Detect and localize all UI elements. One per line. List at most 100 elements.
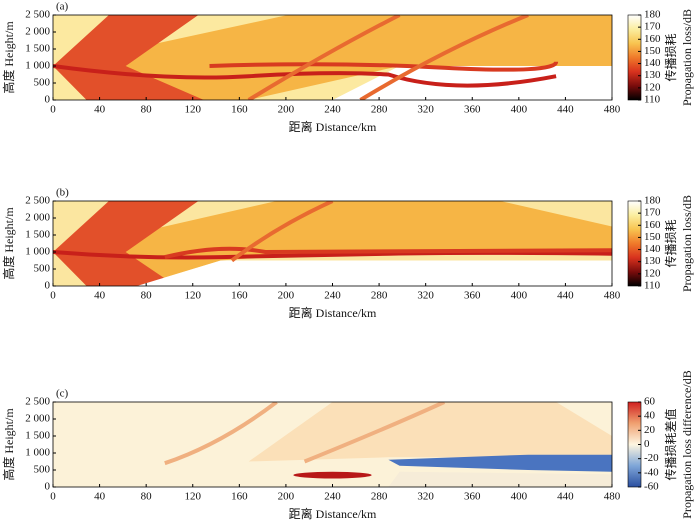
field-area: [53, 15, 204, 100]
x-tick-label: 320: [417, 491, 434, 503]
y-tick-label: 0: [45, 481, 51, 493]
x-tick-label: 40: [94, 491, 106, 503]
colorbar: [627, 14, 642, 101]
colorbar-tick-label: 130: [644, 69, 661, 81]
x-tick-label: 120: [185, 290, 202, 302]
x-tick-label: 320: [417, 290, 434, 302]
x-tick-label: 0: [50, 104, 56, 116]
y-tick-label: 500: [34, 263, 51, 275]
x-tick-label: 80: [141, 491, 153, 503]
colorbar-tick-label: -40: [644, 466, 659, 478]
colorbar-tick-label: 0: [644, 438, 650, 450]
colorbar-label: 传播损耗: [663, 33, 678, 81]
x-tick-label: 360: [464, 491, 481, 503]
x-tick-label: 120: [185, 104, 202, 116]
colorbar-tick-label: 140: [644, 243, 661, 255]
colorbar-tick-label: 110: [644, 280, 661, 292]
colorbar-tick-label: 180: [644, 9, 661, 21]
x-tick-label: 200: [278, 491, 295, 503]
x-tick-label: 160: [231, 491, 248, 503]
x-tick-label: 400: [511, 290, 528, 302]
field: [53, 201, 612, 286]
x-tick-label: 480: [604, 290, 621, 302]
colorbar-tick-label: 180: [644, 195, 661, 207]
x-tick-label: 280: [371, 290, 388, 302]
y-tick-label: 0: [45, 280, 51, 292]
colorbar-tick-label: 160: [644, 219, 661, 231]
colorbar: [627, 200, 642, 287]
field-ray: [230, 201, 334, 263]
field-area: [136, 260, 612, 286]
colorbar-tick-label: 130: [644, 255, 661, 267]
x-tick-label: 320: [417, 104, 434, 116]
y-tick-label: 1 500: [25, 430, 50, 442]
field: [53, 402, 612, 487]
field-area: [388, 471, 612, 487]
colorbar-tick-label: 120: [644, 267, 661, 279]
y-axis-label: 高度 Height/m: [1, 408, 16, 481]
colorbar-tick-label: 20: [644, 424, 656, 436]
colorbar-tick-label: 60: [644, 396, 656, 408]
colorbar-tick-label: 170: [644, 21, 661, 33]
colorbar-label: 传播损耗差值: [663, 408, 678, 480]
field-ray: [164, 246, 612, 260]
x-tick-label: 80: [141, 104, 153, 116]
x-tick-label: 360: [464, 290, 481, 302]
colorbar-label: Propagation loss difference/dB: [680, 370, 694, 518]
colorbar-tick-label: 110: [644, 94, 661, 106]
field-area: [293, 471, 372, 479]
y-tick-label: 2 000: [25, 212, 50, 224]
x-tick-label: 40: [94, 104, 106, 116]
y-tick-label: 500: [34, 77, 51, 89]
y-tick-label: 1 500: [25, 43, 50, 55]
field-ray: [53, 64, 557, 88]
x-tick-label: 280: [371, 104, 388, 116]
colorbar-tick-label: 40: [644, 410, 656, 422]
x-tick-label: 120: [185, 491, 202, 503]
y-tick-label: 2 500: [25, 195, 50, 207]
field-ray: [164, 402, 278, 466]
colorbar-tick-label: 140: [644, 57, 661, 69]
field: [53, 15, 612, 100]
field-area: [388, 454, 612, 472]
field-ray: [303, 402, 446, 464]
x-tick-label: 400: [511, 104, 528, 116]
colorbar-tick-label: 160: [644, 33, 661, 45]
x-tick-label: 400: [511, 491, 528, 503]
y-axis-label: 高度 Height/m: [1, 207, 16, 280]
y-tick-label: 2 500: [25, 9, 50, 21]
x-tick-label: 360: [464, 104, 481, 116]
x-tick-label: 440: [557, 290, 574, 302]
field-ray: [247, 15, 401, 100]
y-tick-label: 1 500: [25, 229, 50, 241]
x-tick-label: 480: [604, 491, 621, 503]
y-tick-label: 2 500: [25, 396, 50, 408]
x-tick-label: 240: [324, 290, 341, 302]
y-tick-label: 2 000: [25, 26, 50, 38]
x-tick-label: 160: [231, 104, 248, 116]
x-tick-label: 0: [50, 491, 56, 503]
x-tick-label: 280: [371, 491, 388, 503]
field-ray: [209, 60, 559, 72]
colorbar-label: Propagation loss/dB: [680, 195, 694, 292]
x-axis-label: 距离 Distance/km: [289, 506, 377, 521]
x-tick-label: 160: [231, 290, 248, 302]
y-tick-label: 0: [45, 94, 51, 106]
x-axis-label: 距离 Distance/km: [289, 305, 377, 320]
y-tick-label: 1 000: [25, 60, 50, 72]
x-tick-label: 80: [141, 290, 153, 302]
colorbar-tick-label: 150: [644, 45, 661, 57]
panel-label: (a): [56, 1, 69, 13]
x-tick-label: 440: [557, 104, 574, 116]
y-tick-label: 1 000: [25, 246, 50, 258]
panel-label: (c): [56, 388, 69, 400]
y-tick-label: 2 000: [25, 413, 50, 425]
x-tick-label: 480: [604, 104, 621, 116]
field-area: [53, 201, 612, 286]
x-tick-label: 40: [94, 290, 106, 302]
x-tick-label: 200: [278, 290, 295, 302]
field-area: [53, 201, 199, 286]
colorbar-tick-label: 150: [644, 231, 661, 243]
colorbar-tick-label: -20: [644, 452, 659, 464]
